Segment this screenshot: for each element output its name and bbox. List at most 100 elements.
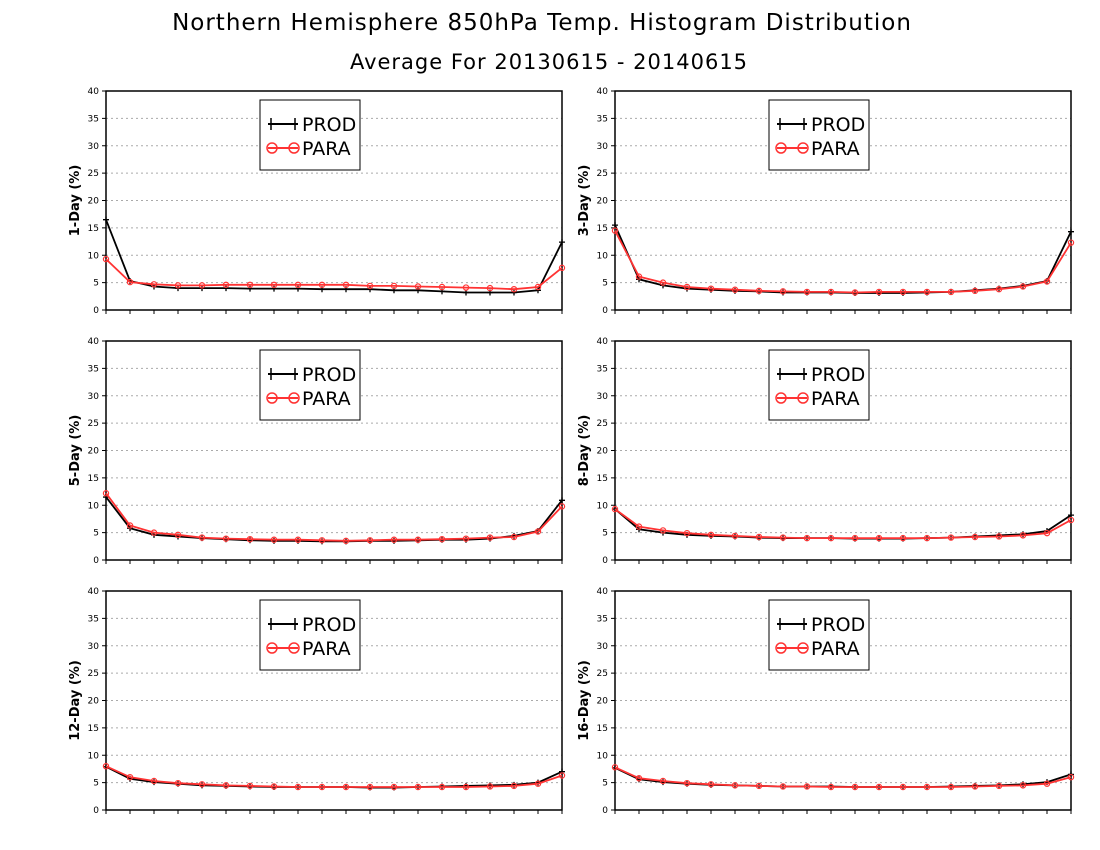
series-line-prod bbox=[105, 219, 563, 294]
data-point-para bbox=[947, 288, 955, 296]
data-point-para bbox=[803, 288, 811, 296]
data-point-para bbox=[635, 775, 643, 782]
data-point-para bbox=[438, 535, 446, 543]
data-point-para bbox=[707, 285, 715, 292]
y-tick-label: 25 bbox=[597, 669, 608, 679]
legend-label-para: PARA bbox=[811, 388, 860, 410]
y-tick-label: 5 bbox=[602, 779, 608, 789]
series-line-para bbox=[614, 508, 1072, 539]
y-tick-label: 5 bbox=[602, 529, 608, 539]
data-point-para bbox=[1019, 283, 1027, 290]
data-point-para bbox=[1067, 773, 1075, 781]
data-point-prod bbox=[535, 287, 541, 294]
data-point-para bbox=[755, 287, 763, 295]
data-point-para bbox=[803, 783, 811, 790]
data-point-para bbox=[390, 783, 398, 791]
data-point-para bbox=[659, 527, 667, 534]
data-point-para bbox=[779, 534, 787, 541]
data-point-para bbox=[558, 503, 566, 510]
y-tick-label: 5 bbox=[93, 279, 99, 289]
y-tick-label: 25 bbox=[88, 169, 99, 179]
data-point-prod bbox=[1068, 228, 1074, 235]
data-point-para bbox=[102, 255, 110, 263]
data-point-para bbox=[851, 783, 859, 791]
data-point-para bbox=[126, 278, 134, 286]
legend-marker-para bbox=[797, 142, 809, 154]
y-tick-label: 25 bbox=[88, 419, 99, 429]
legend-marker-para bbox=[775, 392, 787, 404]
data-point-para bbox=[246, 535, 254, 543]
legend-marker-prod bbox=[779, 618, 805, 630]
y-tick-label: 20 bbox=[88, 697, 100, 707]
data-point-para bbox=[971, 533, 979, 541]
y-tick-label: 10 bbox=[597, 251, 609, 261]
data-point-para bbox=[875, 288, 883, 296]
data-point-para bbox=[318, 281, 326, 289]
data-point-para bbox=[246, 281, 254, 289]
legend-label-prod: PROD bbox=[302, 614, 356, 636]
data-point-para bbox=[635, 273, 643, 280]
series-line-prod bbox=[614, 766, 1072, 788]
y-tick-label: 30 bbox=[88, 142, 100, 152]
data-point-para bbox=[534, 780, 542, 787]
data-point-prod bbox=[511, 289, 517, 296]
data-point-para bbox=[510, 533, 518, 541]
y-tick-label: 10 bbox=[597, 501, 609, 511]
y-tick-label: 35 bbox=[597, 614, 608, 624]
data-point-para bbox=[462, 783, 470, 791]
legend-label-para: PARA bbox=[302, 638, 351, 660]
legend-box bbox=[259, 99, 361, 171]
data-point-para bbox=[683, 779, 691, 787]
series-line-prod bbox=[105, 765, 563, 789]
data-point-prod bbox=[559, 497, 565, 504]
data-point-para bbox=[126, 773, 134, 781]
data-point-para bbox=[731, 286, 739, 293]
data-point-para bbox=[486, 534, 494, 541]
data-point-para bbox=[899, 534, 907, 542]
legend-marker-para bbox=[266, 392, 278, 404]
y-tick-label: 35 bbox=[597, 114, 608, 124]
y-tick-label: 30 bbox=[88, 392, 100, 402]
y-tick-label: 5 bbox=[93, 779, 99, 789]
legend-label-prod: PROD bbox=[811, 364, 865, 386]
legend-marker-para bbox=[266, 142, 278, 154]
data-point-para bbox=[414, 283, 422, 290]
data-point-para bbox=[390, 282, 398, 290]
legend-label-para: PARA bbox=[811, 138, 860, 160]
data-point-para bbox=[971, 287, 979, 295]
data-point-para bbox=[683, 529, 691, 537]
legend-label-para: PARA bbox=[302, 388, 351, 410]
data-point-para bbox=[366, 282, 374, 290]
y-tick-label: 0 bbox=[602, 306, 608, 316]
data-point-para bbox=[222, 535, 230, 542]
data-point-para bbox=[851, 534, 859, 542]
data-point-para bbox=[611, 505, 619, 513]
y-tick-label: 25 bbox=[597, 419, 608, 429]
data-point-prod bbox=[367, 286, 373, 293]
data-point-para bbox=[707, 781, 715, 788]
data-point-para bbox=[731, 532, 739, 540]
y-tick-label: 15 bbox=[597, 724, 608, 734]
legend-label-prod: PROD bbox=[302, 364, 356, 386]
data-point-para bbox=[1043, 278, 1051, 285]
data-point-para bbox=[246, 782, 254, 790]
y-axis-label: 5-Day (%) bbox=[68, 415, 83, 487]
data-point-para bbox=[510, 285, 518, 293]
y-tick-label: 10 bbox=[88, 251, 100, 261]
y-axis-label: 16-Day (%) bbox=[577, 660, 592, 741]
legend-marker-para bbox=[797, 392, 809, 404]
legend-label-para: PARA bbox=[811, 638, 860, 660]
legend-marker-para bbox=[288, 392, 300, 404]
y-tick-label: 0 bbox=[93, 556, 99, 566]
legend-label-prod: PROD bbox=[302, 114, 356, 136]
data-point-para bbox=[611, 227, 619, 234]
data-point-para bbox=[1019, 782, 1027, 789]
